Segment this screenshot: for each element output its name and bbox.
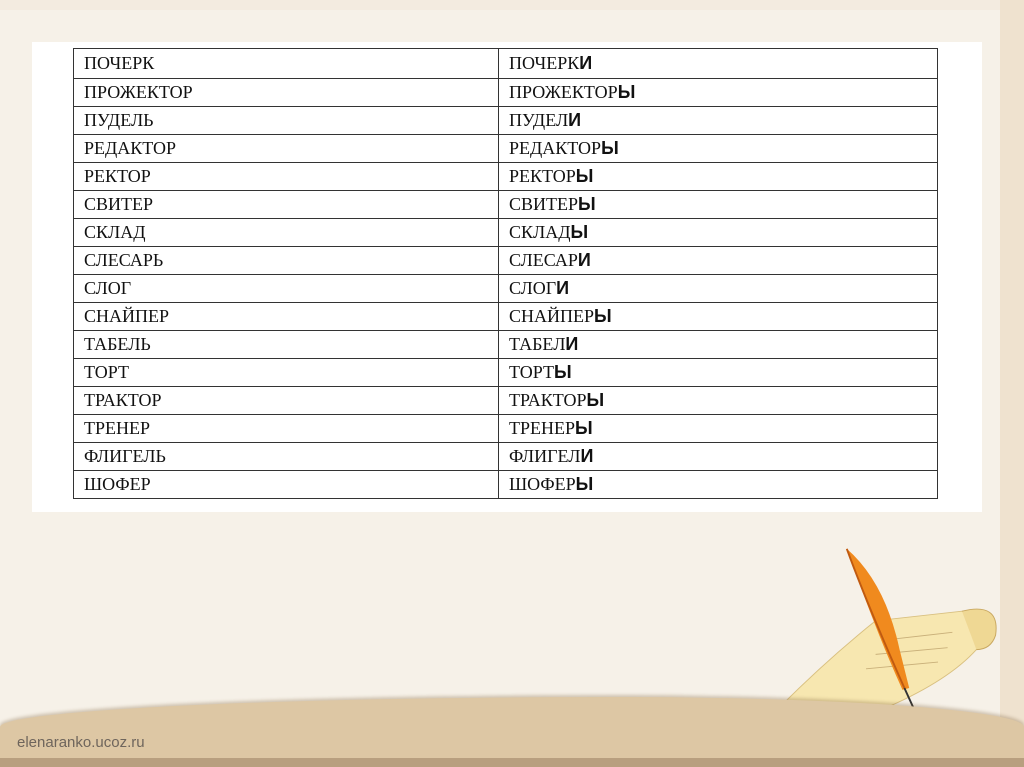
plural-cell: СНАЙПЕРЫ — [498, 302, 938, 331]
plural-stem: СЛЕСАР — [509, 250, 578, 270]
singular-cell: СВИТЕР — [73, 190, 499, 219]
plural-ending: И — [577, 250, 591, 270]
table-row: СЛОГ СЛОГИ — [73, 274, 938, 303]
table-row: ПУДЕЛЬ ПУДЕЛИ — [73, 106, 938, 135]
plural-stem: РЕКТОР — [509, 166, 576, 186]
singular-cell: ТАБЕЛЬ — [73, 330, 499, 359]
plural-ending: Ы — [594, 306, 612, 326]
plural-stem: ТАБЕЛ — [509, 334, 566, 354]
plural-ending: И — [565, 334, 579, 354]
footer-band — [0, 697, 1024, 758]
table-row: СЛЕСАРЬ СЛЕСАРИ — [73, 246, 938, 275]
table-row: РЕДАКТОР РЕДАКТОРЫ — [73, 134, 938, 163]
plural-stem: СКЛАД — [509, 222, 571, 242]
plural-cell: ТРАКТОРЫ — [498, 386, 938, 415]
plural-cell: ПРОЖЕКТОРЫ — [498, 78, 938, 107]
table-row: ШОФЕР ШОФЕРЫ — [73, 470, 938, 499]
plural-ending: И — [580, 446, 594, 466]
plural-stem: СНАЙПЕР — [509, 306, 595, 326]
table-row: ПОЧЕРК ПОЧЕРКИ — [73, 48, 938, 79]
table-row: СВИТЕР СВИТЕРЫ — [73, 190, 938, 219]
singular-cell: ПУДЕЛЬ — [73, 106, 499, 135]
singular-cell: ТРЕНЕР — [73, 414, 499, 443]
plural-ending: Ы — [575, 474, 594, 494]
table-row: ФЛИГЕЛЬ ФЛИГЕЛИ — [73, 442, 938, 471]
plural-stem: ПУДЕЛ — [509, 110, 569, 130]
singular-cell: СЛОГ — [73, 274, 499, 303]
plural-stem: РЕДАКТОР — [509, 138, 602, 158]
plural-ending: Ы — [586, 390, 605, 410]
plural-ending: И — [579, 53, 593, 73]
table-row: РЕКТОР РЕКТОРЫ — [73, 162, 938, 191]
plural-stem: ТОРТ — [509, 362, 554, 382]
singular-cell: ШОФЕР — [73, 470, 499, 499]
plural-stem: ТРАКТОР — [509, 390, 587, 410]
plural-cell: РЕДАКТОРЫ — [498, 134, 938, 163]
slide-right-border — [1000, 0, 1024, 767]
plural-stem: СВИТЕР — [509, 194, 579, 214]
plural-stem: ПРОЖЕКТОР — [509, 82, 618, 102]
singular-cell: ПРОЖЕКТОР — [73, 78, 499, 107]
singular-cell: РЕКТОР — [73, 162, 499, 191]
site-watermark: elenaranko.ucoz.ru — [17, 734, 145, 751]
plural-cell: РЕКТОРЫ — [498, 162, 938, 191]
singular-cell: РЕДАКТОР — [73, 134, 499, 163]
plural-cell: ШОФЕРЫ — [498, 470, 938, 499]
slide-top-border — [0, 0, 1024, 10]
plural-ending: Ы — [617, 82, 636, 102]
plural-cell: ФЛИГЕЛИ — [498, 442, 938, 471]
singular-cell: СЛЕСАРЬ — [73, 246, 499, 275]
plural-stem: ФЛИГЕЛ — [509, 446, 581, 466]
plural-words-table: ПОЧЕРК ПОЧЕРКИ ПРОЖЕКТОР ПРОЖЕКТОРЫ ПУДЕЛЬ ПУ… — [73, 48, 938, 499]
plural-ending: Ы — [575, 418, 593, 438]
plural-ending: И — [556, 278, 570, 298]
plural-ending: Ы — [601, 138, 619, 158]
plural-cell: ТРЕНЕРЫ — [498, 414, 938, 443]
plural-cell: СЛЕСАРИ — [498, 246, 938, 275]
table-row: ПРОЖЕКТОР ПРОЖЕКТОРЫ — [73, 78, 938, 107]
singular-cell: ФЛИГЕЛЬ — [73, 442, 499, 471]
table-row: ТОРТ ТОРТЫ — [73, 358, 938, 387]
plural-stem: ШОФЕР — [509, 474, 576, 494]
singular-cell: ТРАКТОР — [73, 386, 499, 415]
singular-cell: ПОЧЕРК — [73, 48, 499, 79]
plural-cell: ПУДЕЛИ — [498, 106, 938, 135]
plural-cell: ПОЧЕРКИ — [498, 48, 938, 79]
footer-band-edge — [0, 758, 1024, 767]
table-row: СКЛАД СКЛАДЫ — [73, 218, 938, 247]
table-row: ТРАКТОР ТРАКТОРЫ — [73, 386, 938, 415]
plural-ending: Ы — [553, 362, 572, 382]
singular-cell: ТОРТ — [73, 358, 499, 387]
singular-cell: СКЛАД — [73, 218, 499, 247]
plural-ending: И — [568, 110, 582, 130]
plural-stem: ПОЧЕРК — [509, 53, 580, 73]
table-row: СНАЙПЕР СНАЙПЕРЫ — [73, 302, 938, 331]
table-row: ТАБЕЛЬ ТАБЕЛИ — [73, 330, 938, 359]
plural-cell: СКЛАДЫ — [498, 218, 938, 247]
plural-ending: Ы — [578, 194, 596, 214]
plural-ending: Ы — [575, 166, 594, 186]
singular-cell: СНАЙПЕР — [73, 302, 499, 331]
plural-cell: СВИТЕРЫ — [498, 190, 938, 219]
plural-stem: ТРЕНЕР — [509, 418, 576, 438]
table-row: ТРЕНЕР ТРЕНЕРЫ — [73, 414, 938, 443]
plural-cell: СЛОГИ — [498, 274, 938, 303]
plural-stem: СЛОГ — [509, 278, 557, 298]
plural-cell: ТОРТЫ — [498, 358, 938, 387]
plural-ending: Ы — [570, 222, 589, 242]
plural-cell: ТАБЕЛИ — [498, 330, 938, 359]
